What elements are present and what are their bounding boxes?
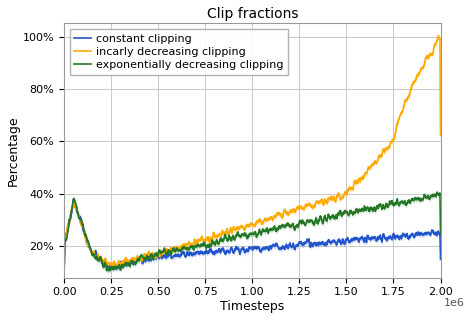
exponentially decreasing clipping bbox=[427, 197, 432, 201]
incarly decreasing clipping bbox=[234, 225, 240, 228]
Title: Clip fractions: Clip fractions bbox=[207, 7, 298, 21]
exponentially decreasing clipping bbox=[61, 270, 67, 274]
constant clipping bbox=[61, 270, 67, 274]
Y-axis label: Percentage: Percentage bbox=[7, 115, 20, 186]
incarly decreasing clipping bbox=[244, 224, 250, 228]
Line: exponentially decreasing clipping: exponentially decreasing clipping bbox=[64, 192, 440, 272]
X-axis label: Timesteps: Timesteps bbox=[220, 300, 285, 313]
constant clipping bbox=[358, 237, 363, 241]
constant clipping bbox=[438, 258, 443, 261]
incarly decreasing clipping bbox=[436, 34, 441, 37]
incarly decreasing clipping bbox=[427, 52, 432, 56]
Line: incarly decreasing clipping: incarly decreasing clipping bbox=[64, 36, 440, 272]
constant clipping bbox=[427, 232, 433, 236]
incarly decreasing clipping bbox=[80, 226, 86, 230]
Line: constant clipping: constant clipping bbox=[64, 199, 440, 272]
constant clipping bbox=[427, 231, 432, 235]
constant clipping bbox=[244, 249, 250, 253]
exponentially decreasing clipping bbox=[438, 231, 443, 235]
incarly decreasing clipping bbox=[427, 53, 432, 57]
constant clipping bbox=[81, 229, 86, 233]
exponentially decreasing clipping bbox=[358, 208, 363, 212]
exponentially decreasing clipping bbox=[80, 224, 86, 228]
incarly decreasing clipping bbox=[358, 179, 363, 182]
incarly decreasing clipping bbox=[438, 133, 443, 137]
exponentially decreasing clipping bbox=[427, 196, 432, 200]
Text: 1e6: 1e6 bbox=[444, 298, 465, 308]
incarly decreasing clipping bbox=[61, 270, 67, 274]
constant clipping bbox=[235, 247, 240, 251]
exponentially decreasing clipping bbox=[244, 237, 250, 241]
exponentially decreasing clipping bbox=[234, 232, 240, 236]
Legend: constant clipping, incarly decreasing clipping, exponentially decreasing clippin: constant clipping, incarly decreasing cl… bbox=[70, 29, 288, 75]
exponentially decreasing clipping bbox=[434, 190, 440, 194]
constant clipping bbox=[71, 197, 76, 201]
